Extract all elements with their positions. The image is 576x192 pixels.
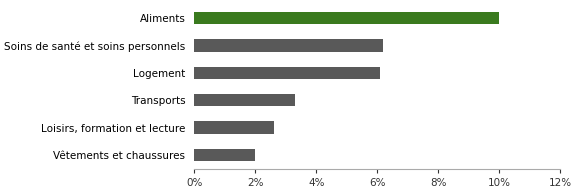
- Bar: [195, 94, 295, 106]
- Bar: [195, 67, 380, 79]
- Bar: [195, 149, 255, 161]
- Bar: [195, 122, 274, 134]
- Bar: [195, 39, 384, 51]
- Bar: [195, 12, 499, 24]
